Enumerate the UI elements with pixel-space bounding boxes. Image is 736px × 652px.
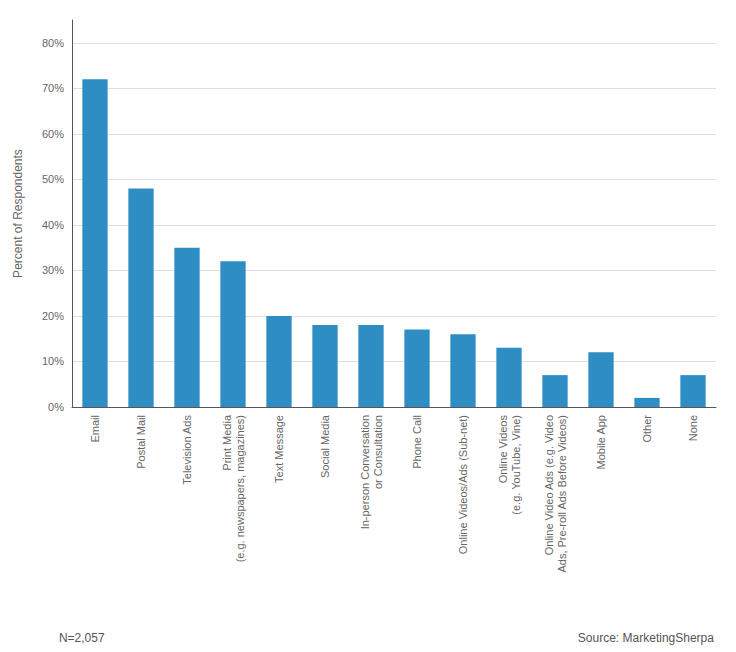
svg-text:Online Videos: Online Videos bbox=[497, 415, 509, 484]
svg-text:(e.g. YouTube, Vine): (e.g. YouTube, Vine) bbox=[510, 415, 522, 515]
svg-text:30%: 30% bbox=[42, 264, 64, 276]
svg-text:Ads, Pre-roll Ads Before Video: Ads, Pre-roll Ads Before Videos) bbox=[556, 415, 568, 573]
svg-text:40%: 40% bbox=[42, 219, 64, 231]
svg-text:In-person Conversation: In-person Conversation bbox=[359, 415, 371, 529]
svg-text:20%: 20% bbox=[42, 310, 64, 322]
svg-text:Text Message: Text Message bbox=[273, 415, 285, 483]
svg-text:Source: MarketingSherpa: Source: MarketingSherpa bbox=[578, 631, 714, 645]
svg-text:70%: 70% bbox=[42, 82, 64, 94]
svg-text:Other: Other bbox=[641, 415, 653, 443]
svg-text:None: None bbox=[687, 415, 699, 441]
svg-text:60%: 60% bbox=[42, 128, 64, 140]
svg-text:Print Media: Print Media bbox=[221, 414, 233, 471]
svg-text:0%: 0% bbox=[48, 401, 64, 413]
svg-text:Percent of Respondents: Percent of Respondents bbox=[11, 149, 25, 278]
svg-text:Social Media: Social Media bbox=[319, 414, 331, 478]
svg-text:Email: Email bbox=[89, 415, 101, 443]
svg-text:Online Videos/Ads (Sub-net): Online Videos/Ads (Sub-net) bbox=[457, 415, 469, 554]
svg-text:Television Ads: Television Ads bbox=[181, 415, 193, 485]
svg-text:Mobile App: Mobile App bbox=[595, 415, 607, 469]
svg-text:50%: 50% bbox=[42, 173, 64, 185]
svg-text:Phone Call: Phone Call bbox=[411, 415, 423, 469]
svg-text:Online Video Ads (e.g. Video: Online Video Ads (e.g. Video bbox=[543, 415, 555, 555]
svg-text:Postal Mail: Postal Mail bbox=[135, 415, 147, 469]
svg-text:N=2,057: N=2,057 bbox=[59, 631, 105, 645]
svg-text:10%: 10% bbox=[42, 355, 64, 367]
svg-text:(e.g. newspapers, magazines): (e.g. newspapers, magazines) bbox=[234, 415, 246, 562]
svg-text:or Consultation: or Consultation bbox=[372, 415, 384, 489]
svg-text:80%: 80% bbox=[42, 37, 64, 49]
